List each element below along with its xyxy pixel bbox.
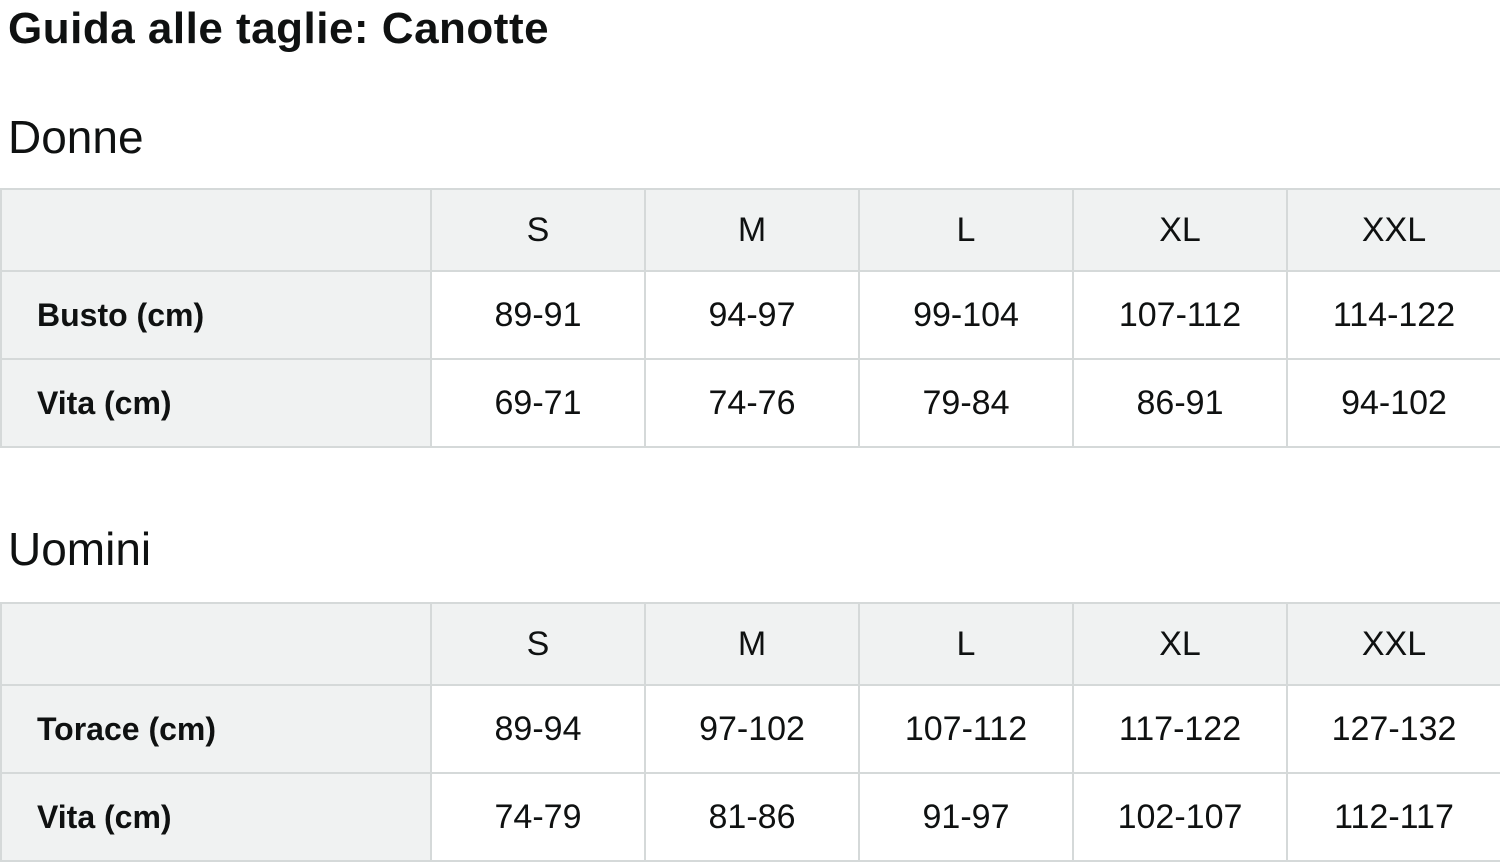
size-table-uomini: S M L XL XXL Torace (cm) 89-94 97-102 10… (0, 602, 1500, 862)
corner-cell (0, 188, 432, 272)
section-heading-uomini: Uomini (8, 523, 152, 575)
size-value-cell: 79-84 (858, 358, 1074, 448)
size-col-header-l: L (858, 602, 1074, 686)
size-value-cell: 74-76 (644, 358, 860, 448)
size-value-cell: 94-102 (1286, 358, 1500, 448)
measure-row-label: Vita (cm) (0, 772, 432, 862)
size-value-cell: 86-91 (1072, 358, 1288, 448)
measure-row-label: Torace (cm) (0, 684, 432, 774)
size-value-cell: 107-112 (858, 684, 1074, 774)
size-value-cell: 89-91 (430, 270, 646, 360)
measure-row-label: Vita (cm) (0, 358, 432, 448)
size-col-header-m: M (644, 188, 860, 272)
size-value-cell: 99-104 (858, 270, 1074, 360)
table-row-busto: Busto (cm) 89-91 94-97 99-104 107-112 11… (0, 270, 1500, 360)
measure-row-label: Busto (cm) (0, 270, 432, 360)
size-value-cell: 91-97 (858, 772, 1074, 862)
size-col-header-xl: XL (1072, 602, 1288, 686)
size-value-cell: 94-97 (644, 270, 860, 360)
size-table-donne: S M L XL XXL Busto (cm) 89-91 94-97 99-1… (0, 188, 1500, 448)
size-col-header-l: L (858, 188, 1074, 272)
size-col-header-xxl: XXL (1286, 602, 1500, 686)
size-value-cell: 97-102 (644, 684, 860, 774)
size-value-cell: 81-86 (644, 772, 860, 862)
size-value-cell: 107-112 (1072, 270, 1288, 360)
corner-cell (0, 602, 432, 686)
size-value-cell: 127-132 (1286, 684, 1500, 774)
size-value-cell: 89-94 (430, 684, 646, 774)
table-row-torace: Torace (cm) 89-94 97-102 107-112 117-122… (0, 684, 1500, 774)
table-row-vita: Vita (cm) 74-79 81-86 91-97 102-107 112-… (0, 772, 1500, 862)
size-col-header-xxl: XXL (1286, 188, 1500, 272)
size-value-cell: 74-79 (430, 772, 646, 862)
size-value-cell: 112-117 (1286, 772, 1500, 862)
size-col-header-s: S (430, 602, 646, 686)
size-value-cell: 114-122 (1286, 270, 1500, 360)
table-header-row: S M L XL XXL (0, 188, 1500, 272)
table-header-row: S M L XL XXL (0, 602, 1500, 686)
size-col-header-xl: XL (1072, 188, 1288, 272)
size-value-cell: 102-107 (1072, 772, 1288, 862)
size-value-cell: 117-122 (1072, 684, 1288, 774)
section-heading-donne: Donne (8, 111, 144, 163)
table-row-vita: Vita (cm) 69-71 74-76 79-84 86-91 94-102 (0, 358, 1500, 448)
page-title: Guida alle taglie: Canotte (8, 4, 550, 53)
size-value-cell: 69-71 (430, 358, 646, 448)
size-col-header-m: M (644, 602, 860, 686)
size-col-header-s: S (430, 188, 646, 272)
